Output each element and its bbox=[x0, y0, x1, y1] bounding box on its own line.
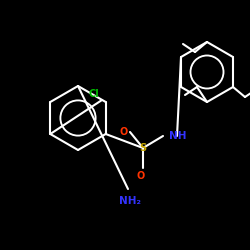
Text: NH: NH bbox=[169, 131, 186, 141]
Text: NH₂: NH₂ bbox=[119, 196, 141, 206]
Text: O: O bbox=[120, 127, 128, 137]
Text: Cl: Cl bbox=[88, 89, 100, 99]
Text: S: S bbox=[140, 143, 146, 153]
Text: O: O bbox=[137, 171, 145, 181]
